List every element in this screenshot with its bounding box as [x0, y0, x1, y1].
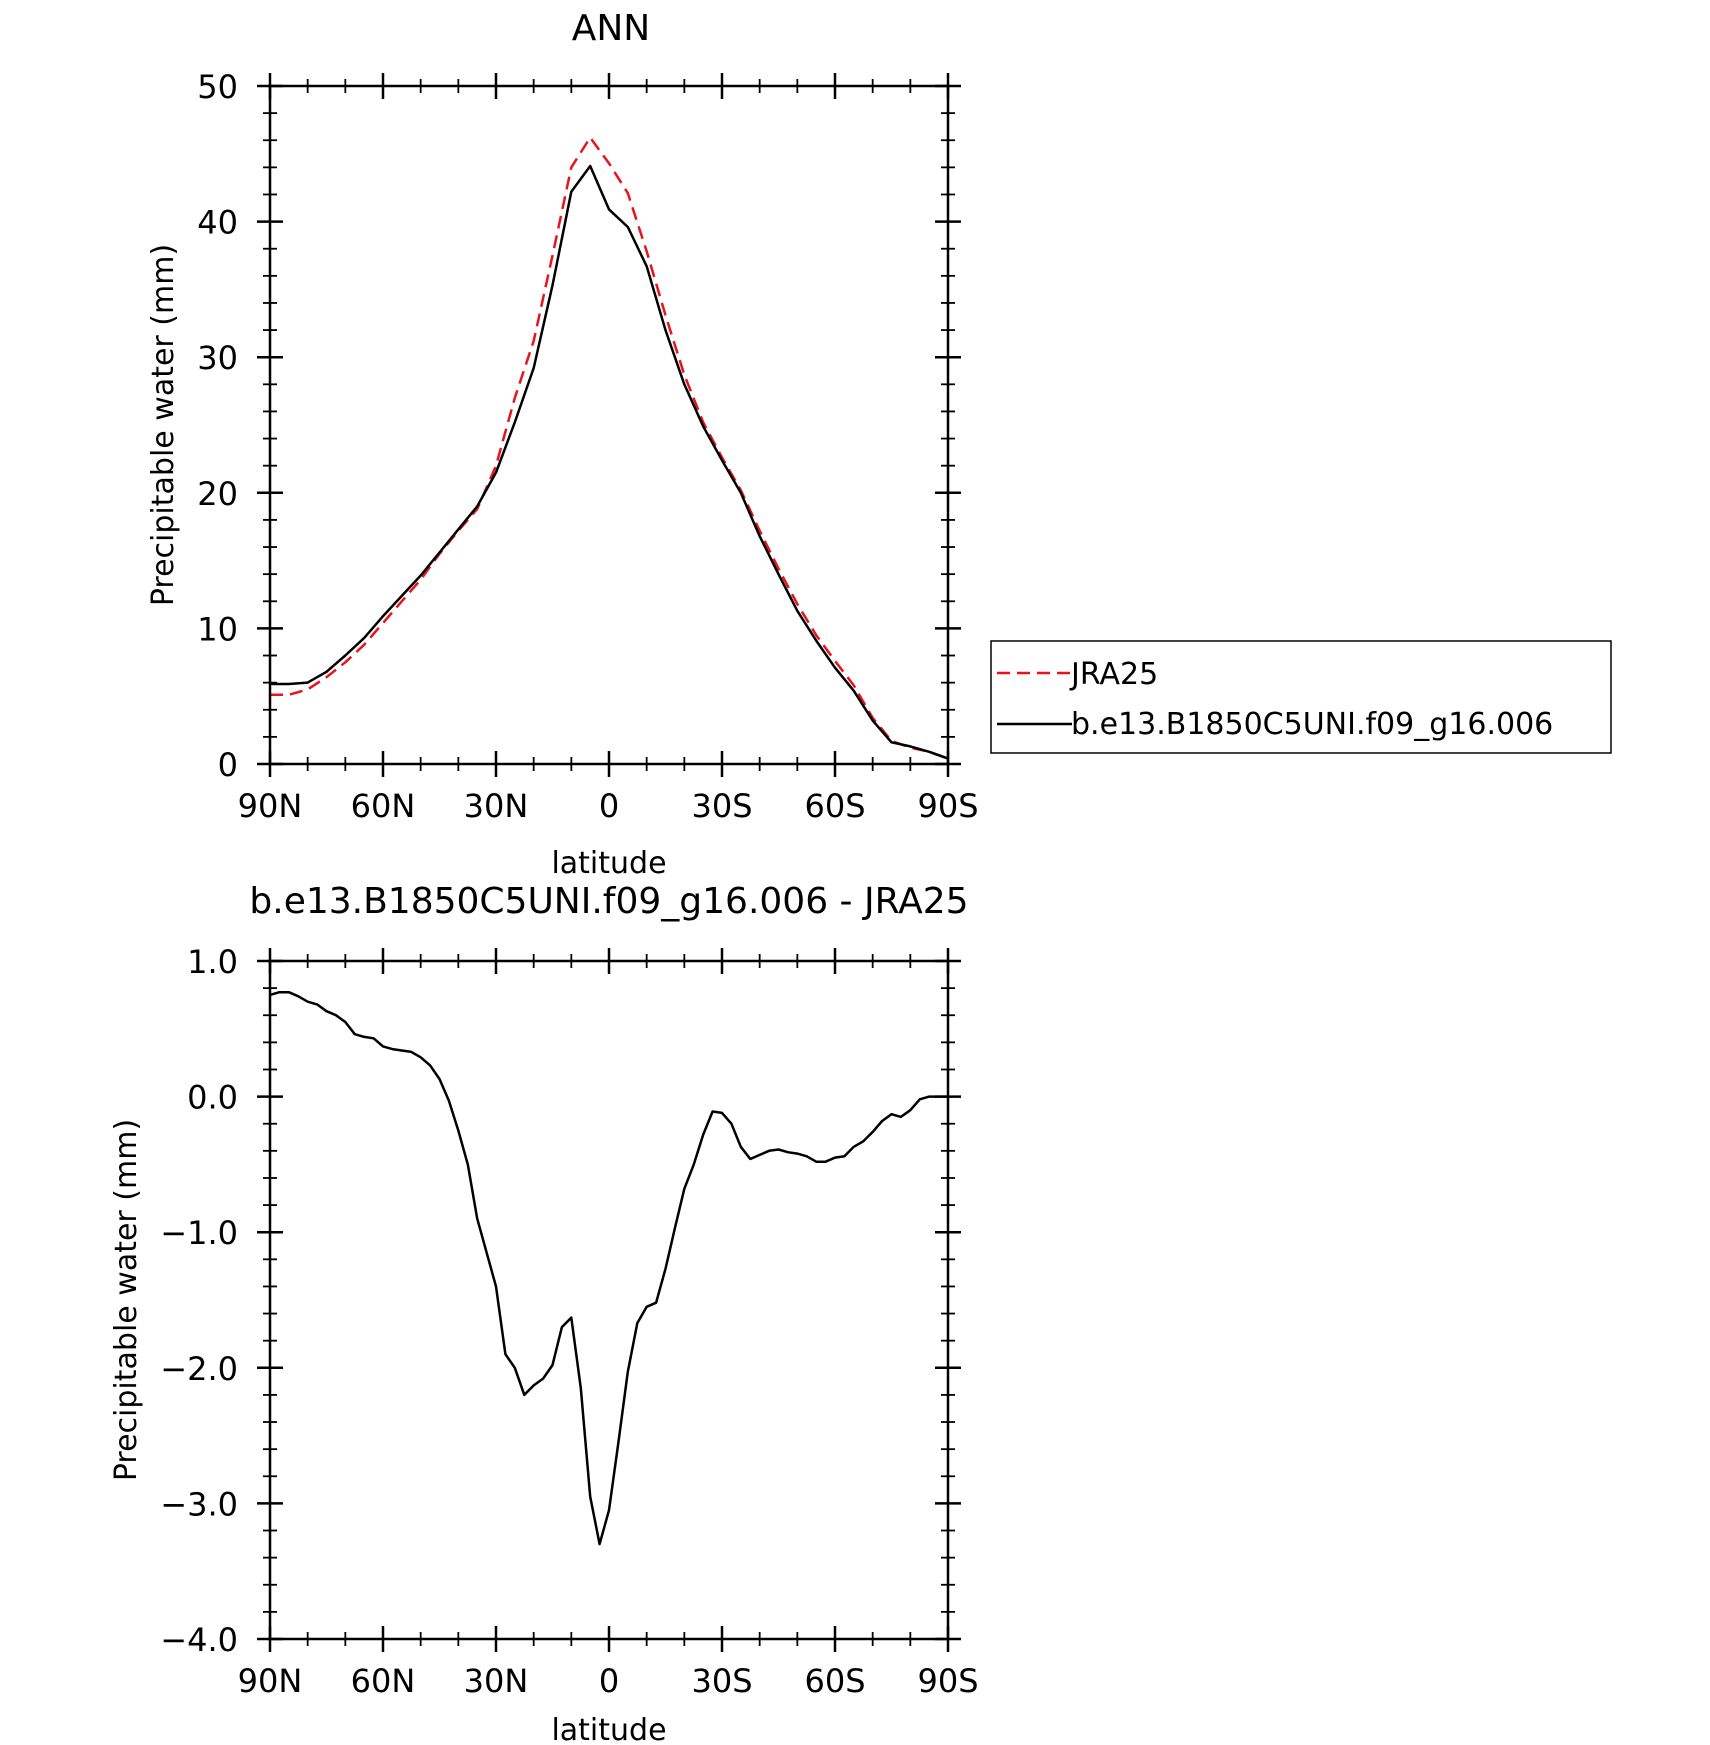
x-tick-label: 30N [464, 787, 529, 825]
series-line-difference [269, 990, 948, 1546]
x-tick-label: 60S [804, 1662, 865, 1700]
y-tick-label: 40 [197, 204, 238, 242]
y-tick-label: 10 [197, 610, 238, 648]
bottom-panel-x-axis-label: latitude [551, 1713, 666, 1745]
top-panel-series [270, 136, 949, 760]
x-tick-label: 90N [238, 1662, 303, 1700]
y-tick-label: −4.0 [160, 1621, 238, 1659]
x-tick-label: 60S [804, 787, 865, 825]
x-tick-label: 90N [238, 787, 303, 825]
x-tick-label: 30S [691, 1662, 752, 1700]
legend-label-jra25: JRA25 [1069, 657, 1158, 692]
top-panel-plot-frame [268, 84, 950, 766]
series-line-b-e13-b1850c5uni-f09-g16-006 [270, 164, 949, 760]
top-panel-annual-mean: ANN 0 10 20 30 40 50 90N 60N 30N 0 30S 60S 90S lati… [146, 8, 979, 881]
y-tick-label: 30 [197, 339, 238, 377]
x-tick-label: 0 [599, 1662, 619, 1700]
x-tick-label: 90S [917, 1662, 978, 1700]
bottom-panel-title: b.e13.B1850C5UNI.f09_g16.006 - JRA25 [249, 881, 968, 922]
x-tick-label: 90S [917, 787, 978, 825]
y-tick-label: −2.0 [160, 1350, 238, 1388]
y-tick-label: −1.0 [160, 1214, 238, 1252]
series-line-jra25 [270, 136, 949, 760]
y-tick-label: 0.0 [187, 1079, 238, 1117]
y-tick-label: 0 [218, 746, 238, 784]
x-tick-label: 60N [351, 1662, 416, 1700]
top-panel-y-ticks: 0 10 20 30 40 50 [197, 68, 961, 784]
legend-box [990, 640, 1612, 754]
x-tick-label: 30N [464, 1662, 529, 1700]
bottom-panel-plot-frame [268, 959, 950, 1641]
bottom-panel-y-axis-label: Precipitable water (mm) [109, 1119, 144, 1481]
bottom-panel-x-ticks: 90N 60N 30N 0 30S 60S 90S [238, 948, 979, 1700]
legend: JRA25 b.e13.B1850C5UNI.f09_g16.006 [990, 640, 1612, 754]
top-panel-title: ANN [572, 8, 651, 49]
bottom-panel-y-ticks: −4.0 −3.0 −2.0 −1.0 0.0 1.0 [160, 943, 961, 1659]
bottom-panel-series [269, 990, 948, 1546]
x-tick-label: 0 [599, 787, 619, 825]
bottom-panel-difference: b.e13.B1850C5UNI.f09_g16.006 - JRA25 −4.… [109, 881, 979, 1745]
top-panel-y-axis-label: Precipitable water (mm) [146, 244, 181, 606]
y-tick-label: 20 [197, 475, 238, 513]
x-tick-label: 30S [691, 787, 752, 825]
top-panel-x-axis-label: latitude [551, 846, 666, 881]
top-panel-x-ticks: 90N 60N 30N 0 30S 60S 90S [238, 73, 979, 825]
y-tick-label: 1.0 [187, 943, 238, 981]
x-tick-label: 60N [351, 787, 416, 825]
y-tick-label: −3.0 [160, 1485, 238, 1523]
legend-label-model: b.e13.B1850C5UNI.f09_g16.006 [1071, 707, 1553, 742]
y-tick-label: 50 [197, 68, 238, 106]
